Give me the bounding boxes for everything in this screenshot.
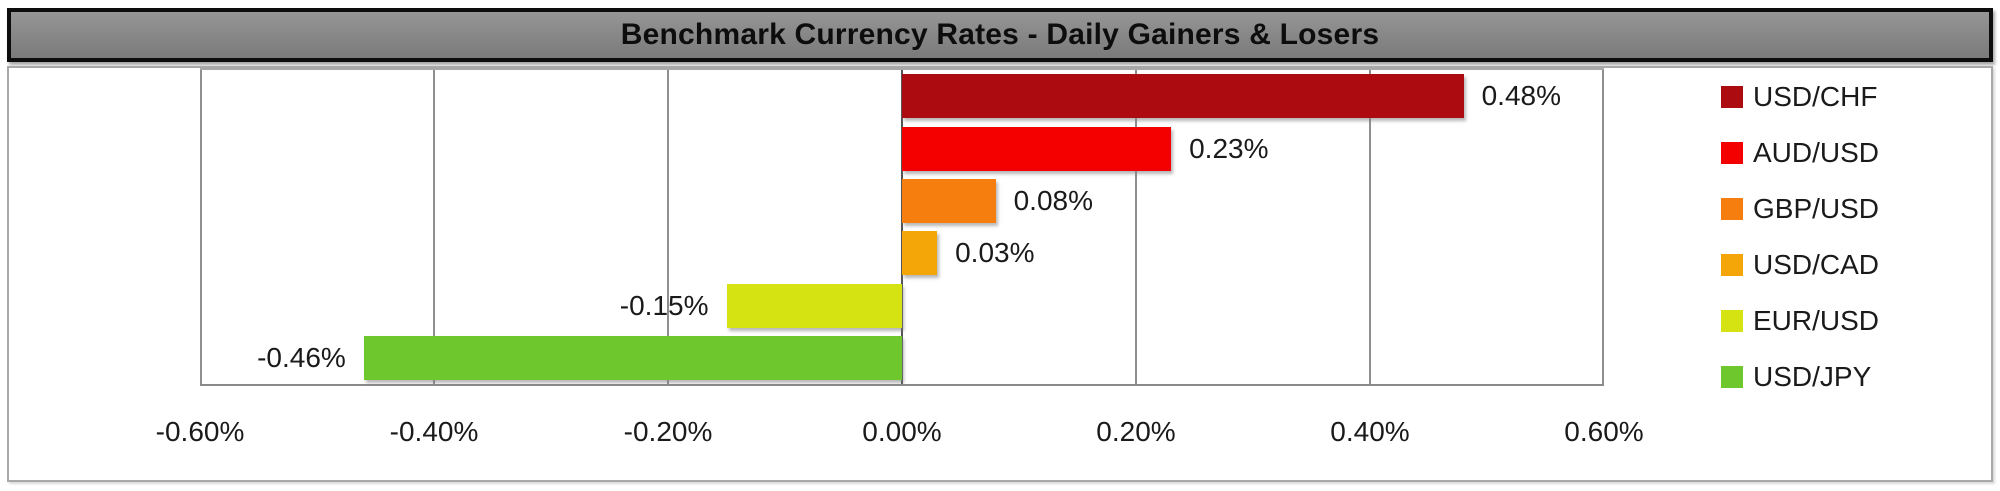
gridline [667,70,669,384]
bar-value-label-usd-jpy: -0.46% [257,341,346,373]
bar-value-label-usd-chf: 0.48% [1481,80,1561,112]
x-axis-tick-label: -0.60% [155,416,245,447]
legend-swatch-icon [1721,86,1743,108]
gridline [1135,70,1137,384]
x-axis-tick-label: -0.40% [389,416,479,447]
legend-label: GBP/USD [1753,193,1880,224]
bar-value-label-aud-usd: 0.23% [1189,132,1269,164]
legend-swatch-icon [1721,198,1743,220]
x-axis-tick-label: 0.20% [1096,416,1176,447]
x-axis-tick-label: 0.00% [862,416,942,447]
gridline [1369,70,1371,384]
legend-item-usd-cad: USD/CAD [1721,237,1981,293]
gridline [433,70,435,384]
bar-value-label-usd-cad: 0.03% [955,237,1035,269]
chart-area: 0.48% 0.23% 0.08% 0.03% -0.15% -0.46% -0.60% -… [7,66,1993,482]
legend-item-usd-jpy: USD/JPY [1721,349,1981,405]
legend-label: AUD/USD [1753,137,1880,168]
x-axis-tick-label: 0.60% [1564,416,1644,447]
legend-item-gbp-usd: GBP/USD [1721,181,1981,237]
chart-title-bar: Benchmark Currency Rates - Daily Gainers… [7,8,1993,62]
legend-swatch-icon [1721,310,1743,332]
legend-item-aud-usd: AUD/USD [1721,125,1981,181]
bar-usd-cad [902,231,938,276]
chart-title: Benchmark Currency Rates - Daily Gainers… [620,18,1380,51]
legend-item-eur-usd: EUR/USD [1721,293,1981,349]
x-axis: -0.60% -0.40% -0.20% 0.00% 0.20% 0.40% 0.60% [9,412,1995,452]
gridline [1602,70,1604,384]
bar-value-label-eur-usd: -0.15% [619,289,709,321]
gridline [200,70,202,384]
legend-label: USD/CAD [1753,249,1880,280]
plot-area: 0.48% 0.23% 0.08% 0.03% -0.15% -0.46% [200,68,1604,386]
legend-label: EUR/USD [1753,305,1880,336]
x-axis-tick-label: -0.20% [623,416,713,447]
legend-item-usd-chf: USD/CHF [1721,69,1981,125]
legend: USD/CHF AUD/USD GBP/USD USD/CAD EUR/USD USD/J… [1721,69,1981,405]
bar-eur-usd [726,283,902,328]
legend-label: USD/CHF [1753,81,1878,112]
bar-usd-jpy [363,335,902,380]
bar-value-label-gbp-usd: 0.08% [1013,184,1093,216]
bar-gbp-usd [902,178,996,223]
legend-label: USD/JPY [1753,361,1872,392]
zero-axis-line [901,70,903,384]
legend-swatch-icon [1721,254,1743,276]
legend-swatch-icon [1721,142,1743,164]
legend-swatch-icon [1721,366,1743,388]
x-axis-tick-label: 0.40% [1330,416,1410,447]
bar-usd-chf [902,74,1464,119]
bar-aud-usd [902,126,1172,171]
